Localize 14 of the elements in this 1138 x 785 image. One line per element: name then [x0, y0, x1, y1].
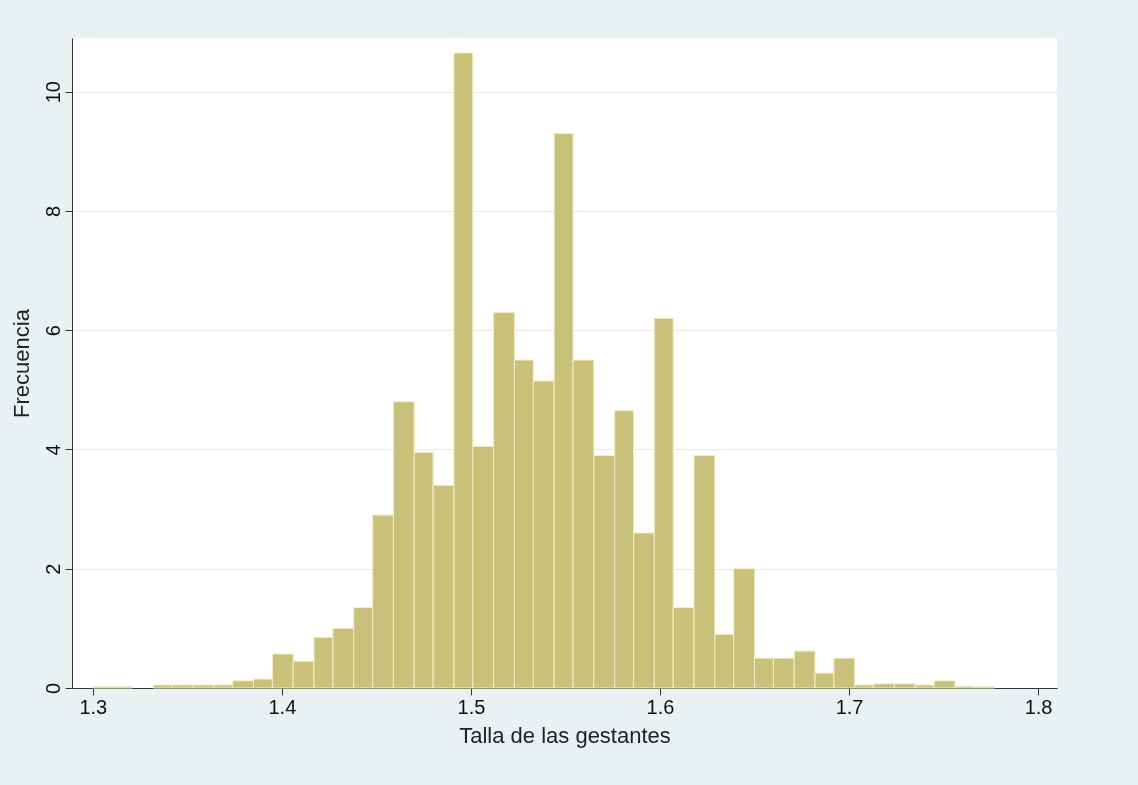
x-axis-title: Talla de las gestantes: [459, 722, 671, 748]
y-tick-label: 0: [41, 682, 64, 695]
x-tick-label: 1.8: [1024, 695, 1053, 718]
y-tick-label: 8: [41, 205, 64, 217]
x-tick-label: 1.3: [79, 695, 108, 718]
y-tick-label: 10: [41, 81, 64, 104]
y-tick-label: 6: [41, 325, 64, 337]
x-tick-label: 1.5: [457, 695, 486, 718]
x-tick-label: 1.6: [646, 695, 675, 718]
x-tick-label: 1.4: [268, 695, 297, 718]
y-tick-label: 2: [41, 563, 64, 575]
x-tick-label: 1.7: [835, 695, 864, 718]
y-axis-title: Frecuencia: [8, 308, 34, 418]
y-tick-label: 4: [41, 444, 64, 456]
